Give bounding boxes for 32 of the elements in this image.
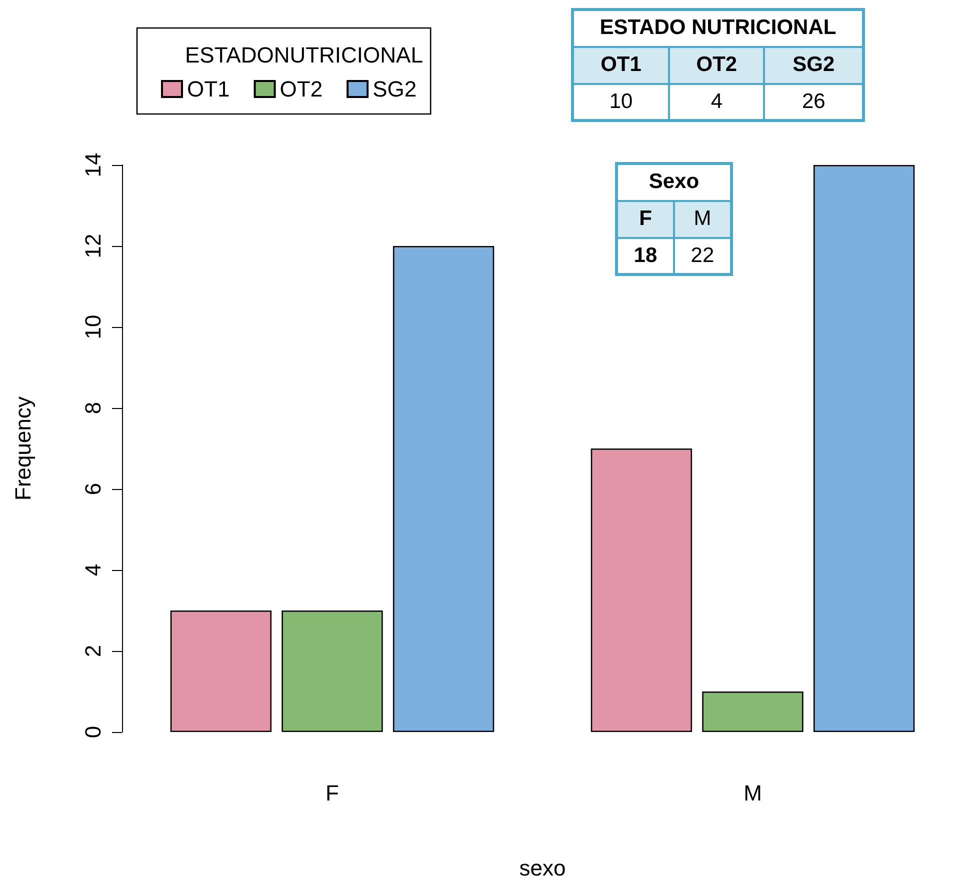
data-label: 26 [764,84,864,120]
bar [170,610,272,732]
y-tick-label: 2 [80,644,106,658]
x-axis-title: sexo [519,856,566,880]
y-tick-label: 10 [80,314,106,340]
legend-label: SG2 [372,76,417,102]
y-tick-label: 14 [80,152,106,178]
bar [282,610,383,732]
legend-title: ESTADONUTRICIONAL [185,42,423,68]
legend-label: OT1 [187,76,230,102]
y-tick-label: 12 [80,234,106,258]
y-tick-label: 6 [80,482,106,496]
bar [392,246,494,732]
y-tick-label: 4 [80,564,106,576]
category-label: F [616,200,674,238]
data-label: 22 [674,238,732,274]
category-label: M [674,200,732,238]
y-tick-label: 8 [80,402,106,414]
category-label: OT1 [572,46,669,84]
category-label: OT2 [668,46,764,84]
text: Sexo [616,164,732,200]
data-label: 10 [572,84,669,120]
data-label: 4 [668,84,764,120]
bar [702,692,804,732]
bar [813,165,915,732]
bar [590,448,692,732]
y-tick-label: 0 [80,726,106,738]
text: ESTADO NUTRICIONAL [572,10,864,46]
data-label: 18 [616,238,674,274]
category-label: SG2 [764,46,864,84]
y-axis-title: Frequency [10,396,36,500]
legend-label: OT2 [280,76,323,102]
